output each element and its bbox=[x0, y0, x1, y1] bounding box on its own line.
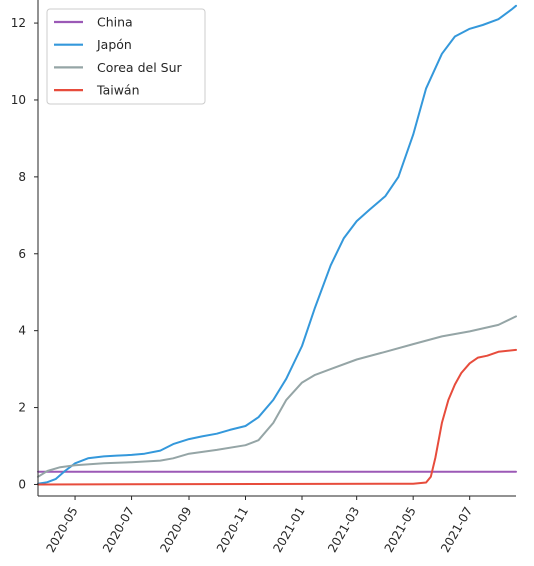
y-tick-label: 8 bbox=[18, 170, 26, 184]
y-tick-label: 2 bbox=[18, 401, 26, 415]
legend: China Japón Corea del Sur Taiwán bbox=[46, 8, 206, 105]
series-line-taiw-n bbox=[37, 348, 517, 486]
y-tick-labels: 0 2 4 6 8 10 12 bbox=[11, 16, 38, 491]
series-layer bbox=[37, 4, 517, 486]
legend-label: Japón bbox=[96, 37, 132, 52]
legend-label: China bbox=[97, 15, 133, 30]
y-tick-label: 0 bbox=[18, 477, 26, 491]
legend-items: China Japón Corea del Sur Taiwán bbox=[54, 15, 182, 98]
series-line-jap-n bbox=[37, 4, 517, 485]
legend-label: Taiwán bbox=[96, 83, 140, 98]
y-tick-label: 4 bbox=[18, 324, 26, 338]
legend-box bbox=[46, 8, 206, 105]
legend-label: Corea del Sur bbox=[97, 60, 182, 75]
y-tick-label: 10 bbox=[11, 93, 26, 107]
y-tick-label: 6 bbox=[18, 247, 26, 261]
series-line-corea-del-sur bbox=[37, 315, 517, 478]
y-tick-label: 12 bbox=[11, 16, 26, 30]
